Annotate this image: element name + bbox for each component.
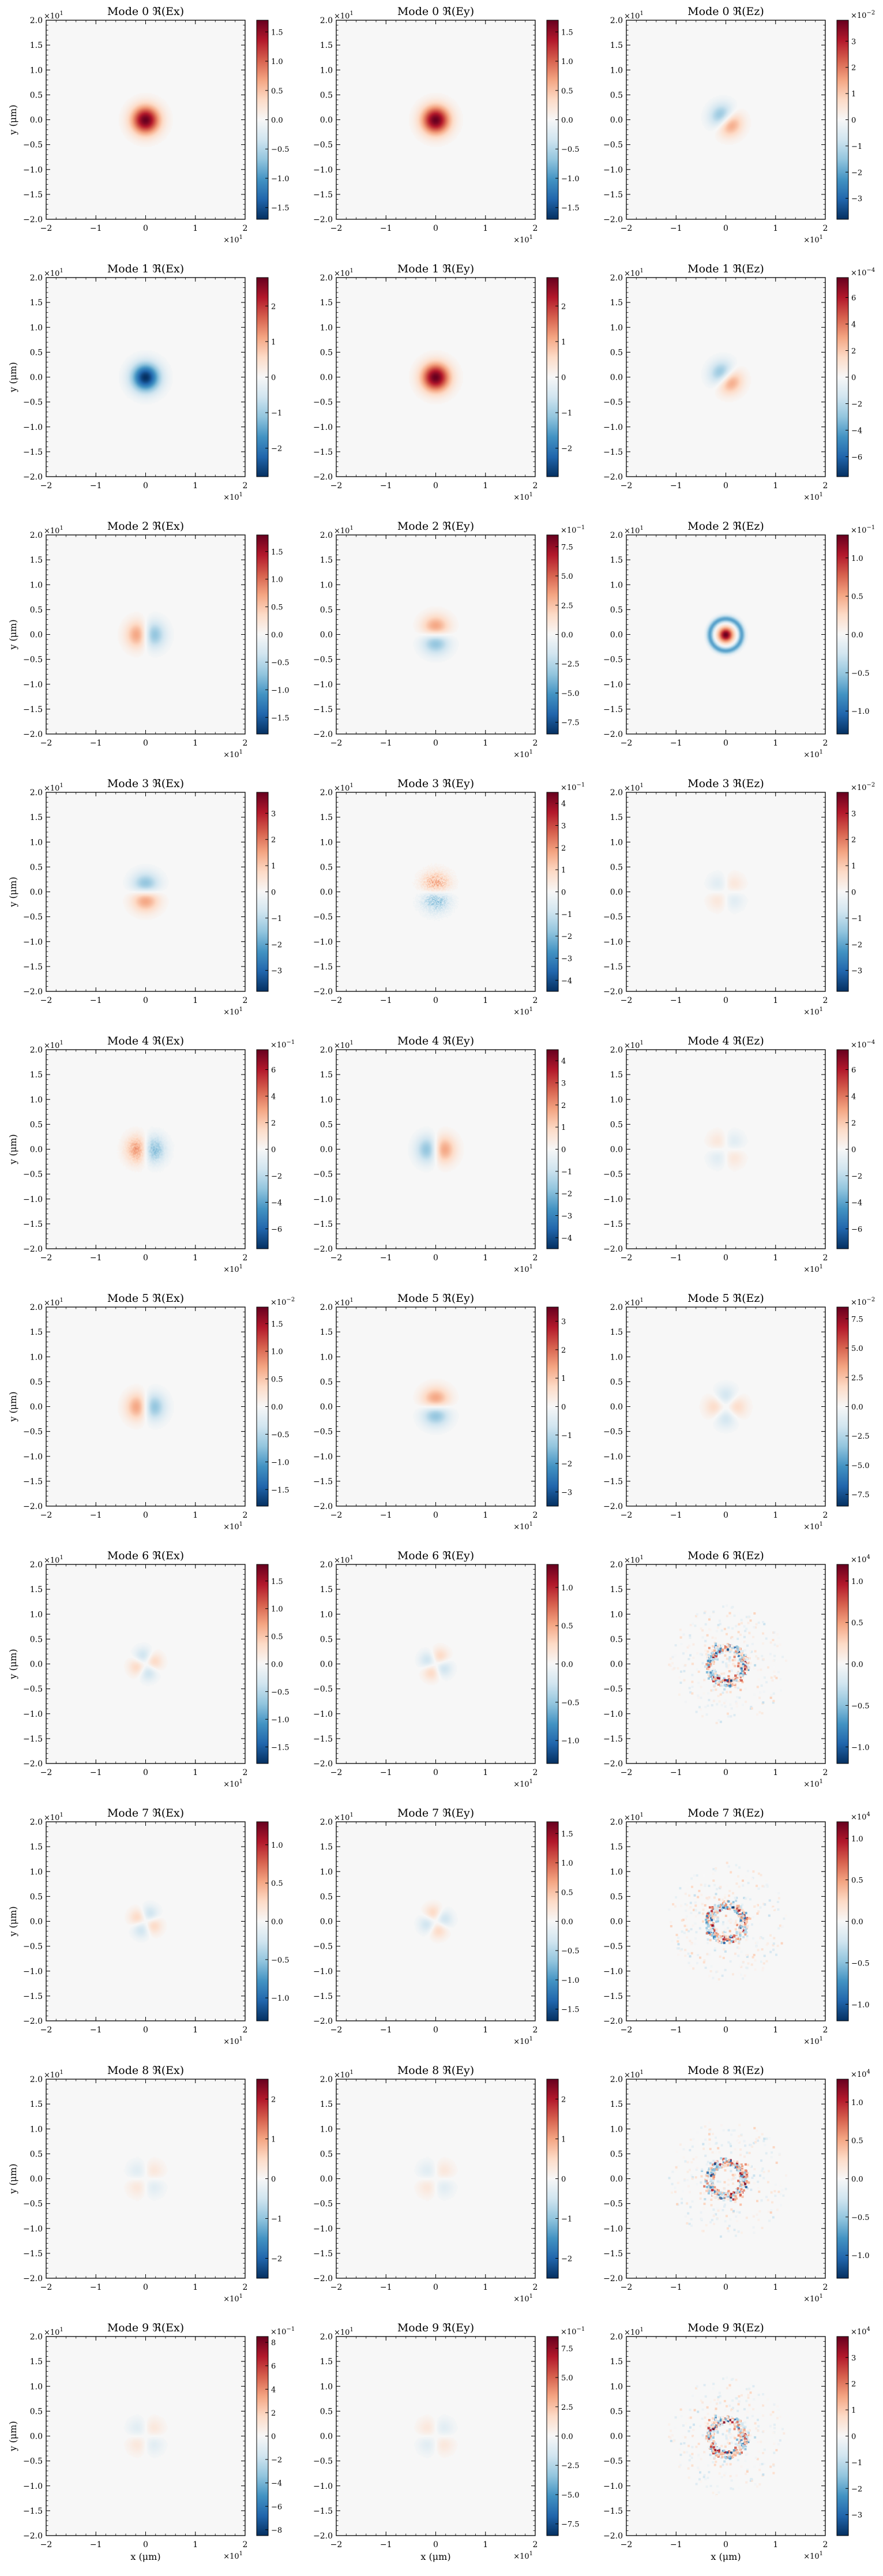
- panel-title: Mode 0 ℜ(Ex): [107, 5, 184, 18]
- panel-mode0-x: Mode 0 ℜ(Ex)−2 −1 0 1 2−2.0−1.5−1.0−0.50.00.…: [7, 5, 290, 245]
- mode-field-figure: Mode 0 ℜ(Ex)−2 −1 0 1 2−2.0−1.5−1.0−0.50.00.…: [0, 0, 883, 2576]
- heatmap-cells: [119, 93, 173, 147]
